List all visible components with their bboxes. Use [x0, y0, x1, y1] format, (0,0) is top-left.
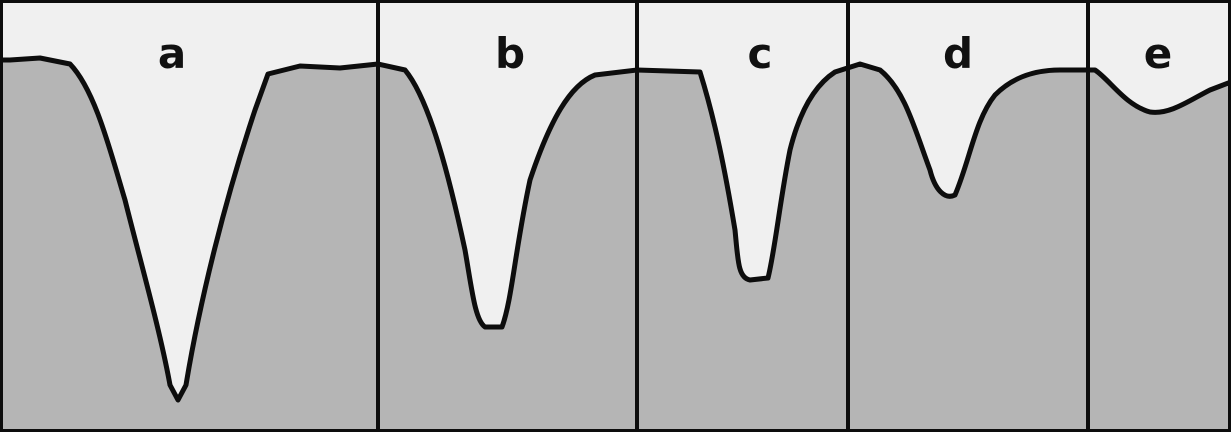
- panel-label: c: [748, 29, 773, 78]
- panel-label: e: [1144, 29, 1173, 78]
- panel-label: d: [943, 29, 973, 78]
- panel-label: a: [158, 29, 186, 78]
- micrograph: a b c d e: [0, 0, 1231, 432]
- page: a b c d e (() => { const data = JSON.par…: [0, 0, 1231, 432]
- panel-label: b: [495, 29, 525, 78]
